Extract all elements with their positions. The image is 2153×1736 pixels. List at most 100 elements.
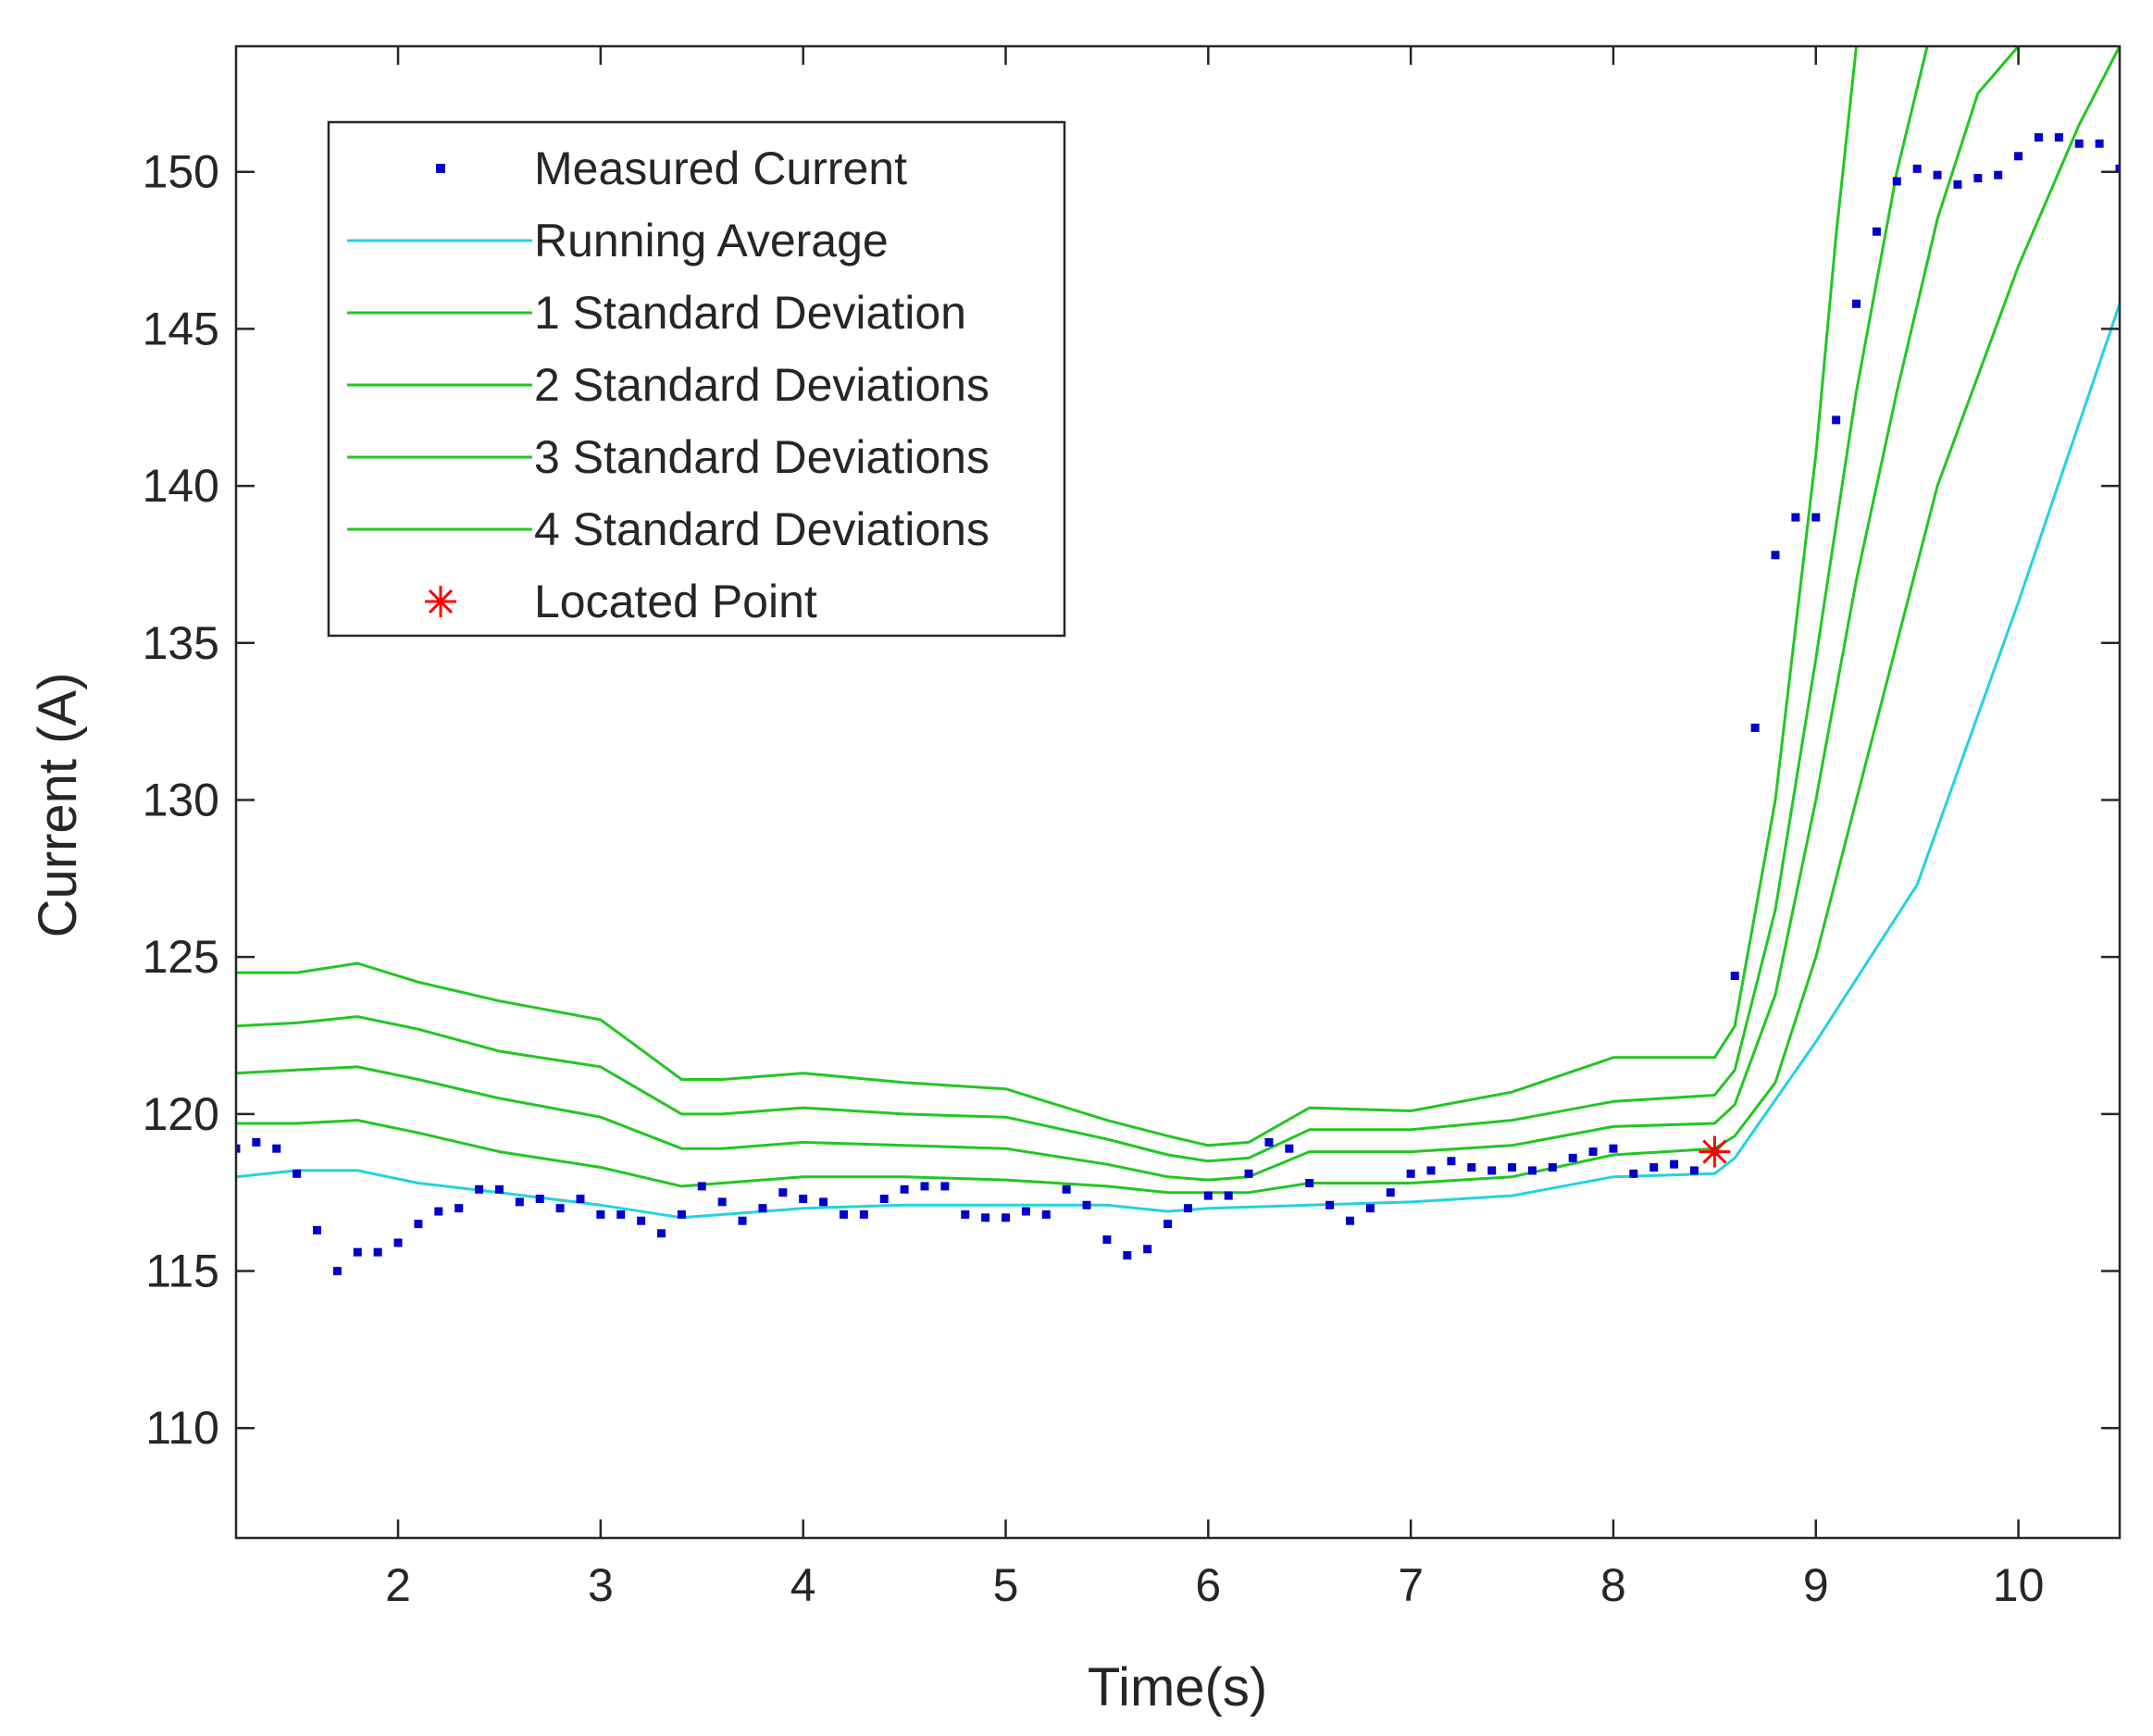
measured-point	[393, 1238, 403, 1247]
measured-point	[1588, 1147, 1598, 1157]
measured-point	[1933, 170, 1942, 180]
legend-item-located-point: Located Point	[425, 576, 817, 627]
measured-point	[332, 1267, 342, 1276]
x-axis-label: Time(s)	[1088, 1657, 1267, 1717]
measured-point	[1203, 1191, 1213, 1200]
measured-point	[1244, 1169, 1253, 1178]
measured-point	[596, 1209, 605, 1219]
measured-point	[515, 1197, 524, 1207]
measured-point	[1953, 180, 1962, 189]
y-tick-label: 110	[145, 1402, 219, 1454]
measured-point	[717, 1197, 727, 1207]
legend-asterisk-marker-stroke	[428, 589, 454, 614]
measured-point	[1548, 1163, 1557, 1172]
legend-label: 1 Standard Deviation	[534, 287, 966, 339]
measured-point	[1832, 415, 1841, 425]
y-tick-label: 130	[143, 774, 219, 825]
legend-item-3-standard-deviations: 3 Standard Deviations	[347, 431, 989, 483]
measured-point	[1002, 1213, 1011, 1222]
measured-point	[758, 1204, 767, 1213]
located-point-marker	[1699, 1135, 1731, 1168]
y-tick-label: 140	[143, 460, 219, 512]
measured-point	[1527, 1166, 1537, 1175]
measured-point	[637, 1216, 646, 1225]
measured-point	[1345, 1216, 1354, 1225]
measured-point	[1183, 1204, 1192, 1213]
series-line-2-standard-deviations	[236, 46, 2020, 1182]
measured-point	[1791, 513, 1800, 522]
measured-point	[1102, 1235, 1112, 1245]
measured-point	[616, 1209, 626, 1219]
measured-point	[1670, 1159, 1679, 1169]
measured-point	[555, 1204, 565, 1213]
legend-item-1-standard-deviation: 1 Standard Deviation	[347, 287, 966, 339]
series-line-running-average	[236, 303, 2120, 1220]
legend-asterisk-marker	[425, 586, 456, 617]
measured-point	[2034, 132, 2043, 142]
legend-label: Running Average	[534, 215, 889, 267]
measured-point	[2054, 132, 2063, 142]
legend-dot-marker	[436, 164, 445, 173]
measured-point	[819, 1197, 828, 1207]
measured-point	[1406, 1169, 1415, 1178]
series-line-3-standard-deviations	[236, 46, 1929, 1163]
measured-point	[313, 1225, 322, 1234]
measured-point	[1143, 1245, 1152, 1254]
measured-point	[1305, 1179, 1314, 1188]
measured-point	[778, 1188, 788, 1197]
measured-point	[1750, 723, 1760, 732]
measured-point	[1467, 1163, 1476, 1172]
x-tick-label: 5	[993, 1559, 1019, 1611]
measured-point	[657, 1229, 666, 1238]
measured-point	[494, 1184, 504, 1194]
measured-point	[2074, 139, 2084, 148]
legend-box	[327, 120, 1066, 638]
legend-label: Measured Current	[534, 143, 907, 194]
measured-point	[373, 1247, 382, 1257]
legend-label: Located Point	[534, 576, 817, 627]
plot-area	[236, 46, 2120, 1276]
measured-point	[1386, 1188, 1395, 1197]
located-point-marker-stroke	[1702, 1139, 1727, 1164]
measured-point	[1730, 972, 1739, 981]
measured-point	[252, 1137, 261, 1147]
legend-item-measured-current: Measured Current	[436, 143, 907, 194]
measured-point	[839, 1209, 848, 1219]
measured-point	[799, 1194, 808, 1203]
x-axis-ticks: 2 3 4 5 6 7 8 9 10	[385, 46, 2044, 1611]
measured-point	[697, 1182, 706, 1191]
measured-point	[414, 1220, 423, 1229]
measured-point	[2095, 139, 2104, 148]
measured-point	[1487, 1166, 1497, 1175]
measured-point	[1224, 1191, 1233, 1200]
legend-label: 4 Standard Deviations	[534, 503, 989, 555]
measured-point	[738, 1216, 747, 1225]
plot-frame	[234, 44, 2122, 1540]
measured-point	[981, 1213, 990, 1222]
legend: Measured Current Running Average 1 Standar…	[327, 120, 1066, 638]
measured-point	[1811, 513, 1821, 522]
x-tick-label: 10	[1993, 1559, 2045, 1611]
measured-point	[1123, 1251, 1132, 1260]
measured-point	[1973, 174, 1983, 183]
measured-point	[1447, 1157, 1456, 1166]
measured-point	[236, 1144, 241, 1153]
measured-point	[292, 1169, 302, 1178]
x-tick-label: 4	[790, 1559, 816, 1611]
measured-point	[2014, 152, 2023, 161]
measured-point	[535, 1194, 544, 1203]
measured-point	[1264, 1137, 1274, 1147]
measured-point	[1892, 177, 1901, 186]
series-line-1-standard-deviation	[236, 46, 2120, 1195]
measured-point	[961, 1209, 970, 1219]
measured-point	[1325, 1200, 1335, 1209]
y-tick-label: 150	[143, 146, 219, 198]
legend-item-2-standard-deviations: 2 Standard Deviations	[347, 359, 989, 411]
annotation-layer	[1699, 1135, 1731, 1168]
x-tick-label: 9	[1803, 1559, 1829, 1611]
measured-points-layer	[236, 132, 2120, 1276]
measured-point	[1508, 1163, 1517, 1172]
measured-point	[1689, 1166, 1699, 1175]
measured-point	[1082, 1200, 1091, 1209]
measured-point	[1041, 1209, 1051, 1219]
